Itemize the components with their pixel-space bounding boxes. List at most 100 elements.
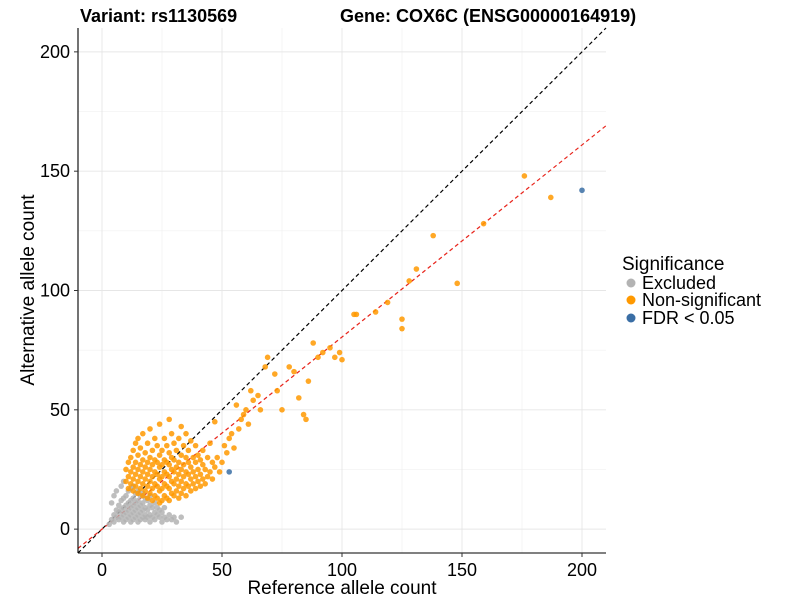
point-excluded	[135, 497, 141, 504]
point-non-significant	[185, 471, 192, 478]
point-non-significant	[188, 438, 194, 444]
y-tick-label: 0	[60, 519, 70, 539]
point-non-significant	[171, 469, 177, 475]
reference-line-identity	[77, 27, 607, 554]
point-non-significant	[231, 445, 237, 451]
legend-label-fdr: FDR < 0.05	[642, 308, 735, 328]
point-non-significant	[154, 483, 160, 489]
point-non-significant	[178, 466, 184, 473]
point-non-significant	[166, 497, 172, 504]
point-excluded	[156, 514, 163, 521]
point-non-significant	[132, 483, 139, 489]
point-non-significant	[137, 461, 144, 468]
point-non-significant	[216, 469, 223, 475]
point-non-significant	[171, 492, 177, 499]
point-excluded	[130, 495, 136, 501]
point-non-significant	[262, 364, 269, 370]
point-non-significant	[159, 497, 165, 504]
point-non-significant	[238, 416, 244, 423]
point-non-significant	[142, 488, 148, 494]
point-non-significant	[140, 492, 146, 499]
data-points	[106, 173, 585, 528]
legend-item-excluded: Excluded	[626, 273, 716, 293]
point-excluded	[144, 507, 151, 513]
point-non-significant	[149, 473, 156, 480]
point-non-significant	[125, 485, 132, 492]
point-excluded	[113, 488, 120, 494]
point-non-significant	[197, 457, 204, 463]
point-non-significant	[204, 473, 211, 480]
point-non-significant	[224, 449, 230, 456]
point-excluded	[166, 512, 172, 518]
point-non-significant	[164, 442, 170, 449]
point-fdr-0-05	[579, 187, 585, 194]
reference-lines	[77, 27, 607, 554]
point-non-significant	[178, 423, 184, 430]
point-non-significant	[173, 464, 180, 470]
point-non-significant	[176, 471, 182, 478]
point-excluded	[106, 521, 112, 528]
point-non-significant	[123, 466, 129, 473]
point-non-significant	[212, 464, 218, 470]
legend: Significance Excluded Non-significant FD…	[622, 254, 761, 328]
legend-label-non-significant: Non-significant	[642, 290, 761, 310]
point-non-significant	[214, 454, 220, 461]
point-non-significant	[159, 461, 165, 468]
point-non-significant	[190, 469, 196, 475]
point-non-significant	[192, 473, 199, 480]
legend-item-non-significant: Non-significant	[626, 290, 761, 310]
point-non-significant	[132, 440, 139, 447]
point-non-significant	[226, 435, 232, 442]
point-non-significant	[195, 452, 201, 458]
point-non-significant	[176, 495, 182, 501]
point-non-significant	[521, 173, 528, 179]
point-non-significant	[125, 473, 132, 480]
point-non-significant	[300, 411, 307, 418]
point-non-significant	[236, 426, 242, 432]
point-excluded	[178, 514, 184, 521]
point-non-significant	[332, 354, 338, 361]
point-non-significant	[192, 485, 199, 492]
point-non-significant	[135, 435, 141, 442]
point-non-significant	[272, 371, 278, 377]
point-non-significant	[185, 447, 192, 454]
point-non-significant	[147, 454, 153, 461]
point-non-significant	[154, 495, 160, 501]
point-non-significant	[190, 454, 196, 461]
point-non-significant	[140, 457, 146, 463]
point-non-significant	[130, 476, 136, 482]
point-non-significant	[413, 266, 420, 272]
chart-title-variant: Variant: rs1130569	[80, 6, 237, 26]
point-excluded	[152, 516, 158, 523]
legend-title: Significance	[622, 254, 724, 275]
point-non-significant	[327, 344, 333, 351]
point-non-significant	[296, 395, 302, 401]
point-non-significant	[171, 480, 177, 487]
point-non-significant	[320, 349, 326, 356]
point-non-significant	[178, 478, 184, 485]
point-non-significant	[219, 459, 225, 466]
point-non-significant	[130, 464, 136, 470]
point-non-significant	[142, 476, 148, 482]
point-non-significant	[190, 480, 196, 487]
point-non-significant	[166, 416, 172, 423]
point-non-significant	[202, 480, 208, 487]
point-non-significant	[132, 459, 139, 466]
point-non-significant	[176, 435, 182, 442]
point-non-significant	[171, 457, 177, 463]
point-non-significant	[144, 495, 151, 501]
point-non-significant	[125, 459, 132, 466]
point-non-significant	[149, 497, 156, 504]
point-non-significant	[286, 364, 293, 370]
point-non-significant	[255, 392, 261, 399]
point-non-significant	[430, 232, 437, 239]
point-non-significant	[180, 485, 187, 492]
point-non-significant	[185, 483, 192, 489]
point-non-significant	[171, 440, 177, 447]
point-non-significant	[192, 459, 199, 466]
point-non-significant	[245, 421, 252, 427]
point-non-significant	[147, 490, 153, 497]
point-excluded	[159, 509, 165, 516]
legend-label-excluded: Excluded	[642, 273, 716, 293]
point-non-significant	[178, 490, 184, 497]
